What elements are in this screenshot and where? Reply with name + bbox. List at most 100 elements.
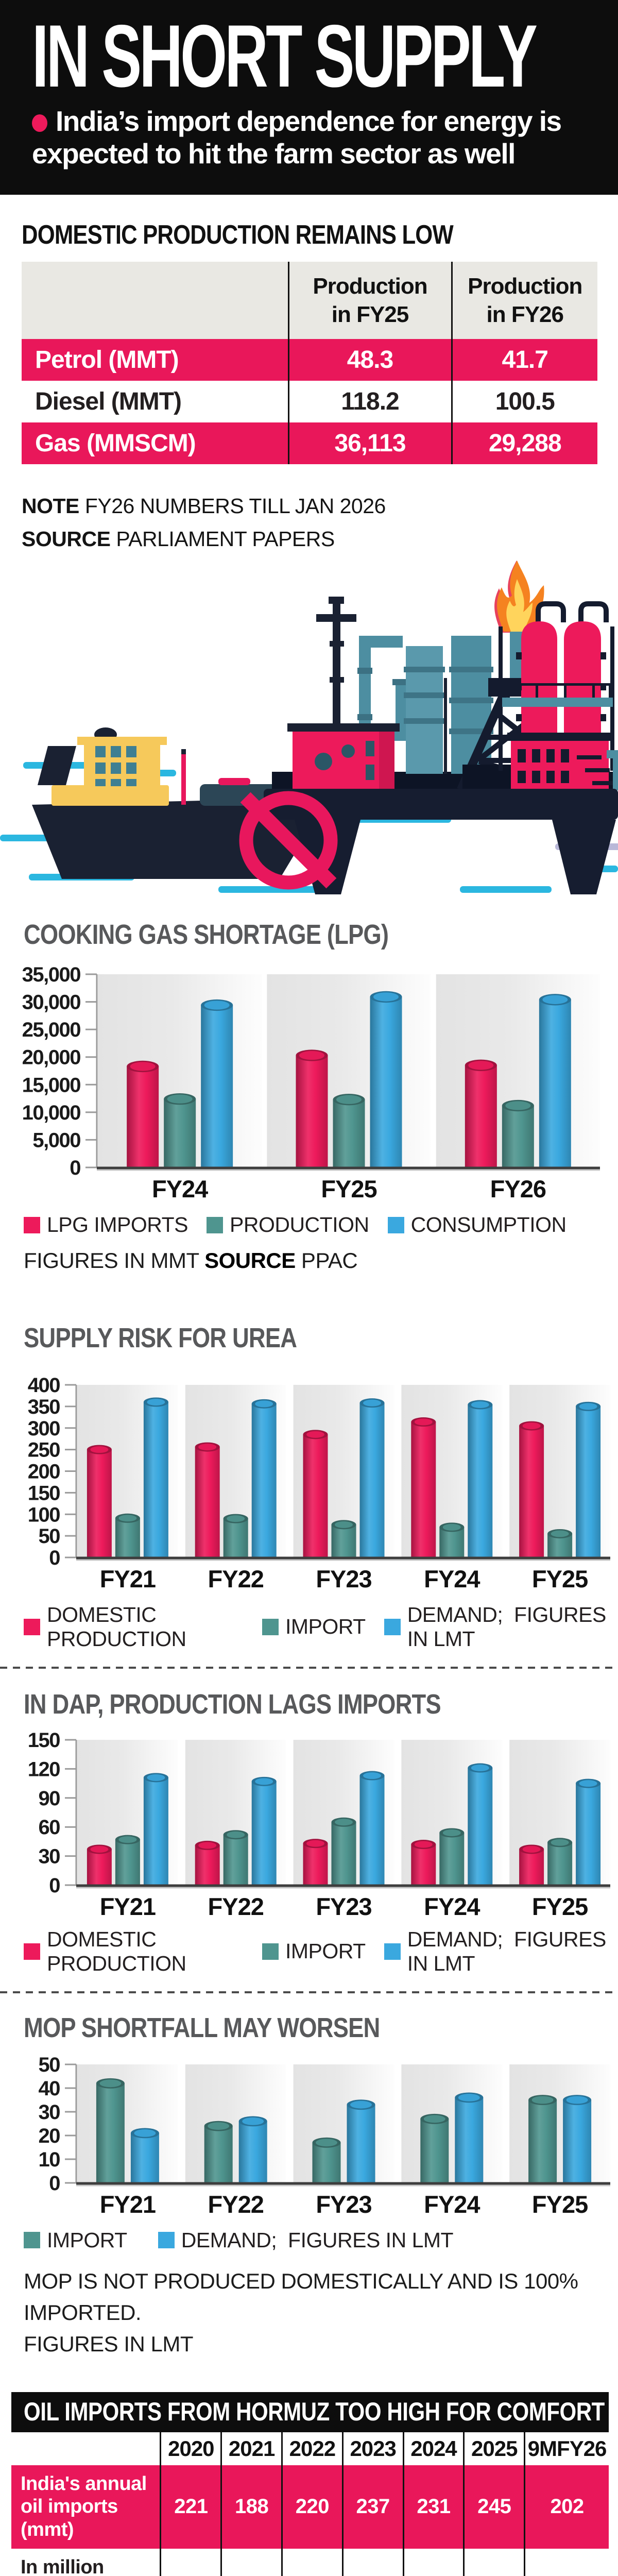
table-row: In million barrels/ day (mbd)4.43.84.44.…: [11, 2549, 609, 2576]
legend-item: DEMAND; FIGURES IN LMT: [384, 1927, 618, 1976]
legend-swatch-icon: [24, 1618, 40, 1635]
svg-text:FY24: FY24: [152, 1175, 208, 1202]
cell-value: 202: [524, 2465, 609, 2549]
oil-rig-illustration: [0, 560, 618, 897]
svg-text:400: 400: [28, 1377, 60, 1397]
legend-swatch-icon: [206, 1216, 223, 1233]
svg-text:FY23: FY23: [316, 1893, 371, 1920]
source-label: SOURCE: [22, 527, 111, 551]
mop-chart: 0 10 20 30 40 50 FY21 FY22 FY23 FY24 FY25: [0, 2056, 618, 2221]
column-header: 2025: [463, 2432, 525, 2465]
svg-text:300: 300: [28, 1417, 60, 1440]
source-text: PARLIAMENT PAPERS: [116, 527, 335, 551]
cell-value: 220: [281, 2465, 343, 2549]
legend-label: DEMAND; FIGURES IN LMT: [407, 1602, 607, 1651]
svg-text:10,000: 10,000: [22, 1101, 81, 1124]
svg-text:0: 0: [49, 2172, 60, 2195]
legend-label: DEMAND; FIGURES IN LMT: [407, 1927, 607, 1975]
svg-text:FY24: FY24: [424, 1893, 480, 1920]
production-table-body: Petrol (MMT) 48.3 41.7 Diesel (MMT) 118.2 100…: [22, 339, 597, 464]
urea-legend: DOMESTIC PRODUCTION IMPORT DEMAND; FIGURES…: [24, 1603, 618, 1651]
svg-text:35,000: 35,000: [22, 966, 81, 986]
column-header: 2024: [402, 2432, 464, 2465]
footnote-text: SOURCE: [204, 1248, 296, 1273]
cell-value: 221: [160, 2465, 221, 2549]
oil-rig: [264, 561, 618, 895]
svg-text:0: 0: [49, 1874, 60, 1897]
legend-swatch-icon: [158, 2232, 175, 2249]
column-header: 2021: [220, 2432, 282, 2465]
legend-item: DEMAND; FIGURES IN LMT: [158, 2228, 454, 2252]
dashed-divider-2: [0, 1991, 614, 1993]
mop-chart-section: MOP SHORTFALL MAY WORSEN 0 10 20 30 40 50 FY21…: [0, 2012, 618, 2360]
footnote-text: PPAC: [295, 1248, 358, 1273]
svg-text:FY25: FY25: [321, 1175, 376, 1202]
row-label: Gas (MMSCM): [35, 430, 196, 457]
page-subtitle: India’s import dependence for energy is …: [32, 105, 601, 170]
cell-value: 5.4: [524, 2549, 609, 2576]
svg-text:120: 120: [28, 1758, 60, 1781]
legend-label: DEMAND; FIGURES IN LMT: [181, 2228, 454, 2252]
cell-value: 231: [402, 2465, 464, 2549]
svg-text:60: 60: [39, 1816, 60, 1839]
cell-value: 29,288: [451, 422, 597, 464]
cell-value: 4.9: [463, 2549, 525, 2576]
svg-text:15,000: 15,000: [22, 1074, 81, 1096]
cell-value: 48.3: [287, 339, 452, 381]
legend-item: DOMESTIC PRODUCTION: [24, 1603, 244, 1651]
table-row: Petrol (MMT) 48.3 41.7: [22, 339, 597, 381]
legend-swatch-icon: [262, 1943, 279, 1960]
production-header-row: Production in FY25 Production in FY26: [22, 262, 597, 339]
svg-text:350: 350: [28, 1396, 60, 1418]
svg-text:20: 20: [39, 2125, 60, 2147]
legend-swatch-icon: [384, 1943, 401, 1960]
mop-footnote: MOP IS NOT PRODUCED DOMESTICALLY AND IS …: [24, 2266, 618, 2360]
source-line: SOURCE PARLIAMENT PAPERS: [22, 523, 618, 556]
table-row: Diesel (MMT) 118.2 100.5: [22, 381, 597, 422]
row-label: In million barrels/ day (mbd): [21, 2556, 104, 2576]
hormuz-table: 2020 2021 2022 2023 2024 2025 9MFY26 India's a…: [11, 2432, 609, 2576]
legend-label: DOMESTIC PRODUCTION: [47, 1602, 186, 1651]
cell-value: 188: [220, 2465, 282, 2549]
lpg-chart-section: COOKING GAS SHORTAGE (LPG) 0 5,000 10,000 1…: [0, 919, 618, 1277]
legend-item: IMPORT: [262, 1939, 366, 1963]
production-notes: NOTE FY26 NUMBERS TILL JAN 2026 SOURCE P…: [22, 490, 618, 555]
lpg-chart-title: COOKING GAS SHORTAGE (LPG): [24, 919, 389, 951]
legend-label: PRODUCTION: [229, 1213, 369, 1237]
footnote-text: FIGURES IN MMT: [24, 1248, 205, 1273]
legend-item: CONSUMPTION: [387, 1213, 566, 1237]
lpg-chart: 0 5,000 10,000 15,000 20,000 25,000 30,000 35,0…: [0, 966, 618, 1206]
svg-text:5,000: 5,000: [32, 1129, 80, 1152]
mop-legend: IMPORT DEMAND; FIGURES IN LMT: [24, 2228, 618, 2252]
table-row: India's annual oil imports (mmt) 221 188 22…: [11, 2465, 609, 2549]
footnote-line: FIGURES IN LMT: [24, 2331, 194, 2356]
row-label: India's annual oil imports (mmt): [21, 2472, 147, 2541]
page-subtitle-text: India’s import dependence for energy is …: [32, 105, 562, 170]
svg-text:90: 90: [39, 1787, 60, 1810]
note-line: NOTE FY26 NUMBERS TILL JAN 2026: [22, 490, 618, 523]
cell-value: 36,113: [287, 422, 452, 464]
cell-value: 3.8: [220, 2549, 282, 2576]
svg-text:100: 100: [28, 1503, 60, 1526]
hormuz-table-section: OIL IMPORTS FROM HORMUZ TOO HIGH FOR COM…: [11, 2392, 609, 2576]
production-table: Production in FY25 Production in FY26 Pe…: [22, 262, 597, 464]
empty-header-cell: [11, 2432, 161, 2465]
page-title: IN SHORT SUPPLY: [32, 7, 538, 106]
row-label: Petrol (MMT): [35, 346, 179, 374]
hormuz-table-body: India's annual oil imports (mmt) 221 188 22…: [11, 2465, 609, 2576]
svg-text:FY23: FY23: [316, 2191, 371, 2218]
column-header: 2022: [281, 2432, 343, 2465]
lpg-chart-svg: 0 5,000 10,000 15,000 20,000 25,000 30,000 35,0…: [22, 966, 600, 1202]
svg-text:FY21: FY21: [100, 2191, 156, 2218]
legend-swatch-icon: [387, 1216, 404, 1233]
svg-text:150: 150: [28, 1482, 60, 1504]
cell-value: 118.2: [287, 381, 452, 422]
svg-text:30,000: 30,000: [22, 991, 81, 1014]
footnote-line: MOP IS NOT PRODUCED DOMESTICALLY AND IS …: [24, 2268, 578, 2325]
svg-text:25,000: 25,000: [22, 1019, 81, 1041]
cell-value: 4.6: [402, 2549, 464, 2576]
lpg-footnote: FIGURES IN MMT SOURCE PPAC: [24, 1245, 618, 1277]
dap-chart-section: IN DAP, PRODUCTION LAGS IMPORTS 0 30 60 90 1…: [0, 1688, 618, 1976]
urea-chart: 0 50 100 150 200 250 300 350 400 FY21 FY22 FY23 FY24…: [0, 1377, 618, 1596]
